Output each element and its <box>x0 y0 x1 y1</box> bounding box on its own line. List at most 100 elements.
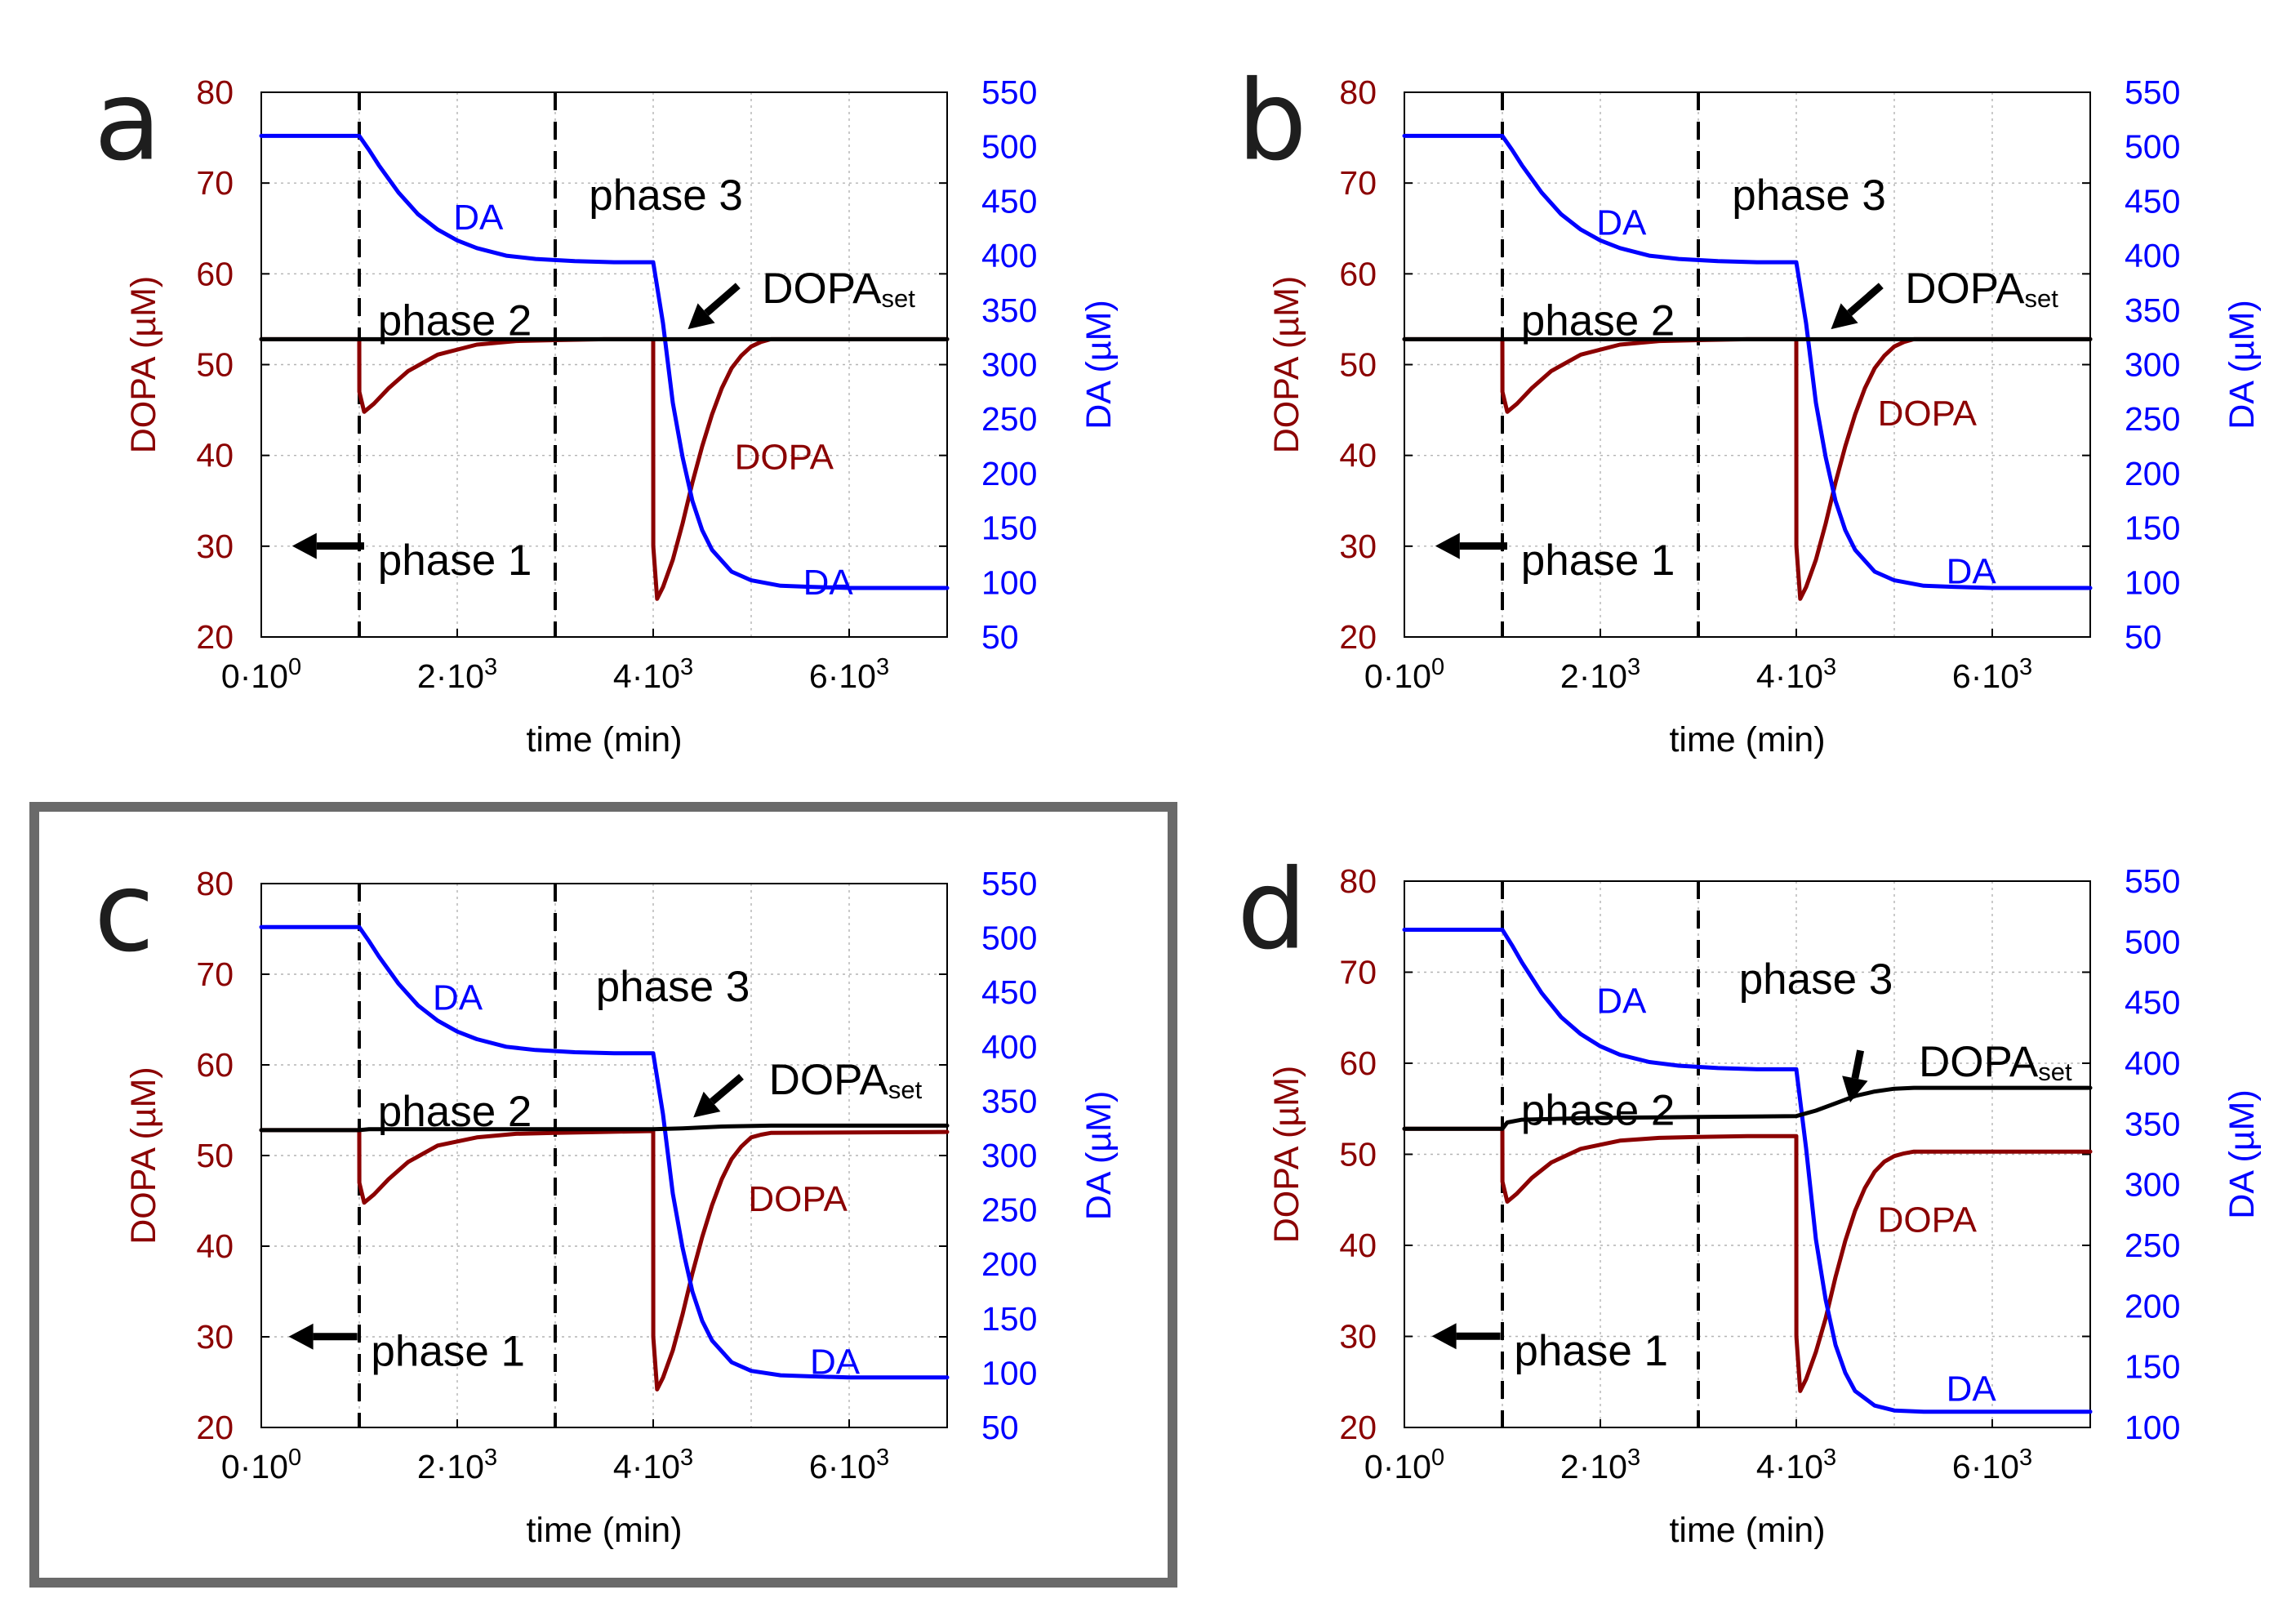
left-tick-label: 60 <box>196 255 234 292</box>
left-tick-label: 80 <box>196 73 234 111</box>
right-tick-label: 550 <box>2125 862 2180 900</box>
series-dopa-line <box>1402 336 2093 601</box>
right-tick-label: 400 <box>2125 237 2180 274</box>
right-tick-label: 300 <box>981 346 1037 384</box>
da-upper-label: DA <box>433 977 483 1018</box>
left-tick-label: 60 <box>1339 255 1377 292</box>
phase1-arrow-head <box>1435 532 1460 559</box>
dopa-set-label: DOPAset <box>1905 265 2058 313</box>
right-tick-label: 150 <box>2125 510 2180 547</box>
right-tick-label: 350 <box>981 292 1037 329</box>
left-tick-label: 70 <box>1339 164 1377 202</box>
right-tick-label: 400 <box>981 1028 1037 1066</box>
series-da-line <box>1402 133 2093 590</box>
right-tick-label: 500 <box>981 920 1037 957</box>
right-tick-label: 350 <box>2125 1105 2180 1142</box>
panel-letter-d: d <box>1237 846 1307 974</box>
x-axis-title: time (min) <box>1669 1511 1825 1550</box>
panel-b: b 20 30 40 50 60 70 80 50 100 150 200 250 300 350 400 45… <box>1237 57 2262 760</box>
right-tick-label: 300 <box>2125 1166 2180 1204</box>
right-tick-label: 250 <box>981 1191 1037 1229</box>
right-tick-label: 150 <box>981 1300 1037 1338</box>
right-axis-title: DA (µM) <box>2223 1089 2262 1219</box>
left-tick-label: 60 <box>1339 1044 1377 1082</box>
right-tick-label: 450 <box>981 182 1037 220</box>
right-tick-label: 550 <box>981 865 1037 902</box>
series-da-line <box>1402 928 2093 1414</box>
right-tick-label: 50 <box>981 1409 1019 1446</box>
left-tick-label: 20 <box>1339 618 1377 656</box>
phase2-label: phase 2 <box>378 297 532 345</box>
left-tick-label: 20 <box>196 1409 234 1446</box>
right-tick-label: 100 <box>981 563 1037 601</box>
left-tick-label: 80 <box>196 865 234 902</box>
right-tick-label: 250 <box>2125 1227 2180 1264</box>
left-tick-label: 40 <box>196 437 234 474</box>
right-tick-label: 250 <box>981 400 1037 438</box>
dopa-set-arrow-shaft <box>1851 1049 1865 1080</box>
right-tick-label: 500 <box>2125 128 2180 166</box>
left-tick-label: 70 <box>196 955 234 993</box>
phase3-label: phase 3 <box>589 171 743 220</box>
phase3-label: phase 3 <box>1732 171 1886 220</box>
left-axis-title: DOPA (µM) <box>1267 276 1306 453</box>
left-tick-label: 30 <box>1339 528 1377 565</box>
phase2-label: phase 2 <box>378 1088 532 1136</box>
left-tick-label: 40 <box>1339 437 1377 474</box>
right-axis-title: DA (µM) <box>1079 1091 1119 1221</box>
x-tick-label: 4·103 <box>613 654 693 695</box>
left-tick-label: 50 <box>196 346 234 384</box>
right-tick-label: 500 <box>981 128 1037 166</box>
dopa-curve-label: DOPA <box>1878 394 1978 434</box>
series-dopa-set-line <box>259 1123 950 1133</box>
right-axis-title: DA (µM) <box>2223 300 2262 430</box>
x-tick-label: 2·103 <box>1560 654 1640 695</box>
right-tick-label: 450 <box>2125 984 2180 1022</box>
dopa-curve-label: DOPA <box>1878 1200 1978 1240</box>
left-axis-title: DOPA (µM) <box>124 1067 163 1244</box>
right-tick-label: 350 <box>2125 292 2180 329</box>
right-tick-label: 200 <box>981 455 1037 492</box>
left-tick-label: 30 <box>196 1318 234 1356</box>
left-tick-label: 50 <box>1339 346 1377 384</box>
series-dopa-line <box>259 1128 950 1392</box>
right-tick-label: 300 <box>2125 346 2180 384</box>
x-tick-label: 6·103 <box>1952 654 2032 695</box>
dopa-set-arrow-shaft <box>1847 283 1884 316</box>
phase1-label: phase 1 <box>1514 1327 1668 1375</box>
left-tick-label: 80 <box>1339 73 1377 111</box>
da-lower-label: DA <box>803 563 854 603</box>
right-tick-label: 500 <box>2125 923 2180 960</box>
phase3-label: phase 3 <box>596 963 750 1011</box>
dopa-set-arrow-shaft <box>710 1074 744 1105</box>
da-lower-label: DA <box>1947 551 1997 591</box>
left-tick-label: 30 <box>196 528 234 565</box>
right-tick-label: 450 <box>2125 182 2180 220</box>
x-tick-label: 6·103 <box>809 1445 889 1485</box>
phase2-label: phase 2 <box>1521 297 1675 345</box>
right-tick-label: 350 <box>981 1082 1037 1120</box>
right-tick-label: 100 <box>2125 1409 2180 1446</box>
phase2-label: phase 2 <box>1521 1086 1675 1134</box>
series-dopa-set-line <box>1402 1085 2093 1131</box>
dopa-set-arrow-head <box>693 1091 721 1118</box>
right-tick-label: 300 <box>981 1137 1037 1174</box>
right-tick-label: 100 <box>981 1354 1037 1392</box>
right-tick-label: 100 <box>2125 563 2180 601</box>
right-tick-label: 150 <box>981 510 1037 547</box>
panel-letter-a: a <box>94 57 162 185</box>
right-tick-label: 550 <box>981 73 1037 111</box>
x-axis-title: time (min) <box>1669 720 1825 759</box>
dopa-set-label: DOPAset <box>1919 1037 2072 1085</box>
dopa-curve-label: DOPA <box>735 437 834 477</box>
x-tick-label: 0·100 <box>221 1445 301 1485</box>
right-tick-label: 450 <box>981 973 1037 1011</box>
phase1-label: phase 1 <box>378 537 532 585</box>
left-tick-label: 20 <box>196 618 234 656</box>
dopa-set-arrow-head <box>687 303 715 330</box>
panel-d: d 20 30 40 50 60 70 80 100 150 200 250 300 350 400 450 5… <box>1237 846 2262 1551</box>
series-da-line <box>259 924 950 1380</box>
dopa-set-label: DOPAset <box>762 265 915 313</box>
